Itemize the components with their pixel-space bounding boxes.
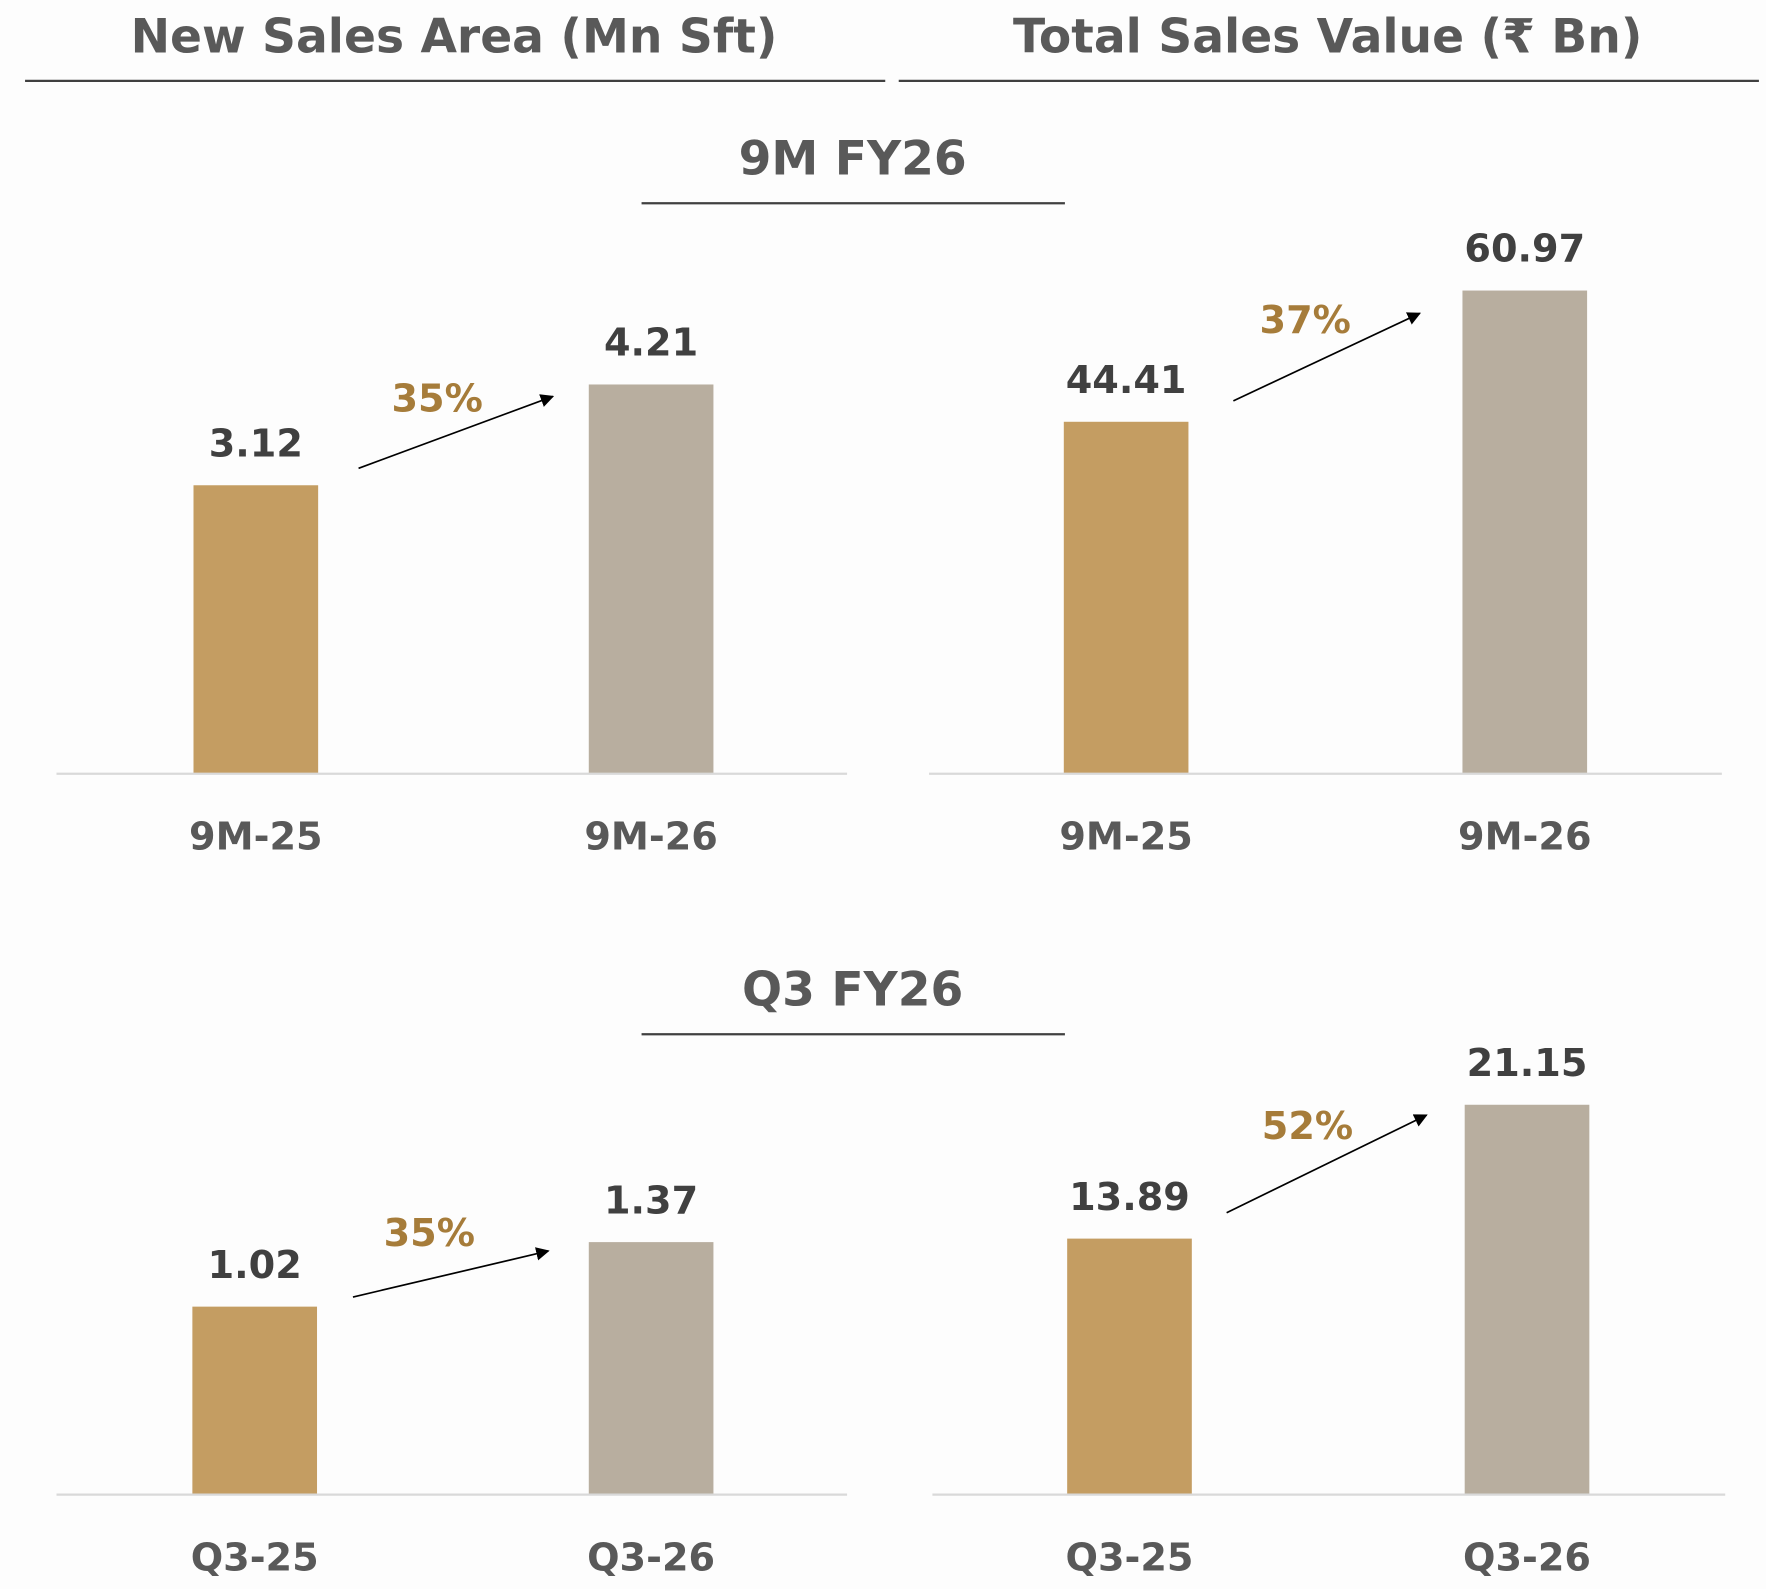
category-label: 9M-26 — [584, 815, 718, 859]
value-label: 3.12 — [209, 422, 303, 466]
bar — [1462, 290, 1588, 774]
value-label: 1.02 — [208, 1244, 302, 1288]
section-header: Q3 FY26 — [742, 963, 963, 1018]
category-label: Q3-26 — [1463, 1536, 1591, 1580]
growth-arrow — [358, 394, 555, 470]
growth-label: 52% — [1262, 1105, 1353, 1149]
section-header: 9M FY26 — [739, 132, 967, 187]
value-label: 44.41 — [1066, 359, 1187, 403]
value-label: 60.97 — [1464, 228, 1585, 272]
value-label: 21.15 — [1467, 1042, 1588, 1086]
growth-label: 37% — [1260, 299, 1351, 343]
bar — [1063, 421, 1189, 774]
category-label: Q3-25 — [191, 1536, 319, 1580]
value-label: 13.89 — [1069, 1176, 1190, 1220]
category-label: 9M-26 — [1458, 815, 1592, 859]
category-label: Q3-25 — [1065, 1536, 1193, 1580]
column-header: Total Sales Value (₹ Bn) — [1013, 9, 1642, 64]
value-label: 1.37 — [604, 1179, 698, 1223]
bar — [193, 485, 319, 774]
bar — [588, 384, 714, 774]
bar — [1067, 1238, 1192, 1495]
category-label: Q3-26 — [587, 1536, 715, 1580]
value-label: 4.21 — [604, 322, 698, 366]
category-label: 9M-25 — [189, 815, 323, 859]
growth-label: 35% — [384, 1212, 475, 1256]
growth-arrow — [1226, 1114, 1428, 1214]
bar — [588, 1242, 714, 1495]
growth-arrow — [352, 1247, 550, 1298]
column-header: New Sales Area (Mn Sft) — [131, 9, 778, 64]
bar — [1464, 1104, 1590, 1495]
growth-label: 35% — [391, 377, 482, 421]
bar — [192, 1306, 318, 1495]
growth-arrow — [1233, 312, 1421, 402]
category-label: 9M-25 — [1059, 815, 1193, 859]
